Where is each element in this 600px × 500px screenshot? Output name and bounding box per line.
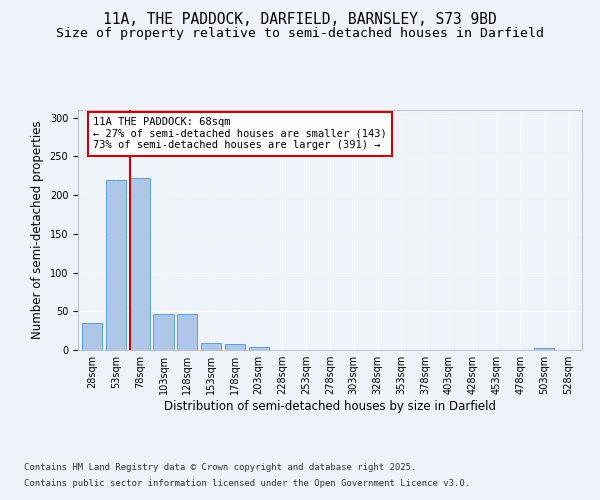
Text: Size of property relative to semi-detached houses in Darfield: Size of property relative to semi-detach… bbox=[56, 28, 544, 40]
Bar bbox=[154, 314, 173, 350]
Y-axis label: Number of semi-detached properties: Number of semi-detached properties bbox=[31, 120, 44, 340]
Text: 11A THE PADDOCK: 68sqm
← 27% of semi-detached houses are smaller (143)
73% of se: 11A THE PADDOCK: 68sqm ← 27% of semi-det… bbox=[93, 117, 387, 150]
Text: Contains public sector information licensed under the Open Government Licence v3: Contains public sector information licen… bbox=[24, 478, 470, 488]
Bar bbox=[130, 178, 150, 350]
Text: 11A, THE PADDOCK, DARFIELD, BARNSLEY, S73 9BD: 11A, THE PADDOCK, DARFIELD, BARNSLEY, S7… bbox=[103, 12, 497, 28]
Bar bbox=[82, 323, 103, 350]
Text: Contains HM Land Registry data © Crown copyright and database right 2025.: Contains HM Land Registry data © Crown c… bbox=[24, 464, 416, 472]
Bar bbox=[225, 344, 245, 350]
Bar bbox=[248, 347, 269, 350]
Bar bbox=[201, 343, 221, 350]
X-axis label: Distribution of semi-detached houses by size in Darfield: Distribution of semi-detached houses by … bbox=[164, 400, 496, 413]
Bar bbox=[106, 180, 126, 350]
Bar bbox=[177, 314, 197, 350]
Bar bbox=[534, 348, 554, 350]
